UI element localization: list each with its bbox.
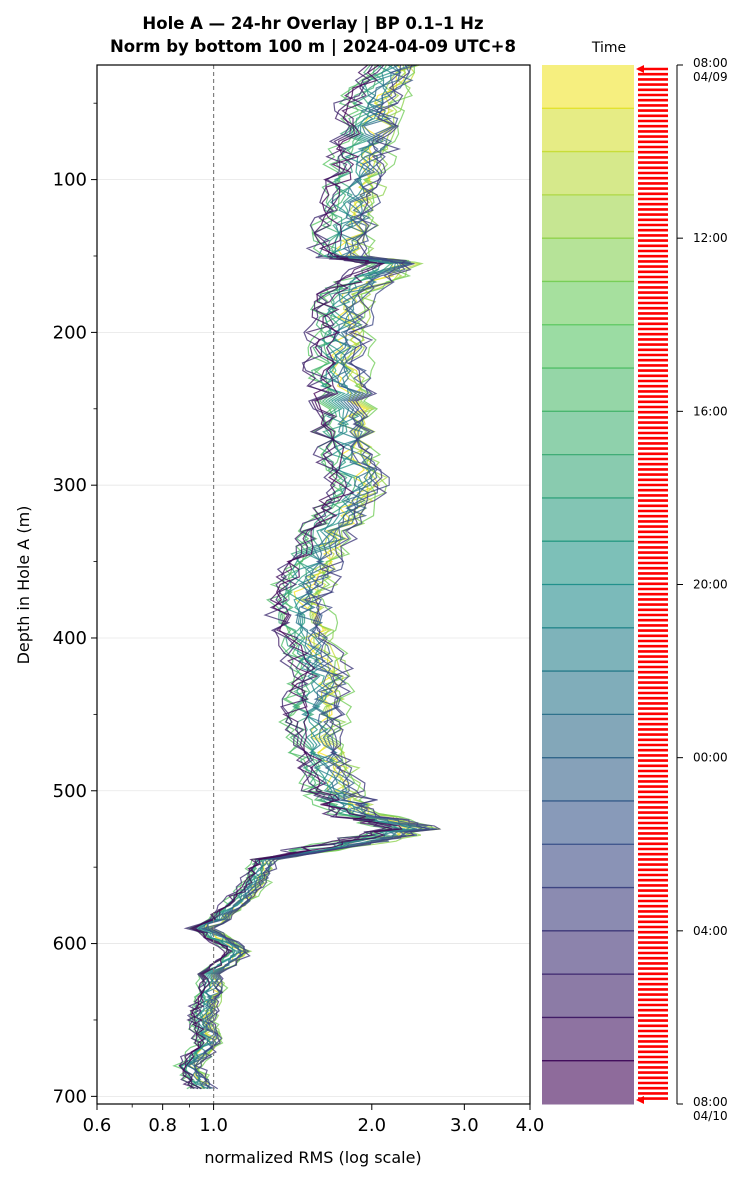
colorbar-tick-label: 04:00 [693,924,728,938]
y-tick-label: 400 [53,628,87,649]
profile-curve [182,64,403,1090]
x-tick-label: 3.0 [450,1115,479,1136]
y-axis-label: Depth in Hole A (m) [14,506,33,665]
colorbar-band [542,1017,634,1062]
x-tick-label: 0.6 [83,1115,112,1136]
colorbar-band [542,1060,634,1105]
colorbar-band [542,584,634,629]
x-tick-label: 2.0 [357,1115,386,1136]
colorbar-band [542,844,634,889]
colorbar-tick-label: 08:00 04/09 [693,56,728,84]
colorbar-band [542,454,634,499]
grid-lines [97,179,530,1097]
colorbar-tick-label: 00:00 [693,751,728,765]
y-axis: 100 200 300 400 500 600 700 [53,102,97,1107]
colorbar-tick-label: 12:00 [693,231,728,245]
colorbar-band [542,324,634,369]
time-marker-arrow [636,65,644,73]
chart-title-line-1: Hole A — 24-hr Overlay | BP 0.1–1 Hz [142,14,483,34]
time-marker-arrow [636,1096,644,1104]
colorbar-tick-label: 20:00 [693,578,728,592]
colorbar-band [542,238,634,282]
colorbar-band [542,930,634,975]
colorbar-tick-label: 16:00 [693,404,728,418]
colorbar-tick-label: 08:00 04/10 [693,1095,728,1123]
colorbar-title: Time [591,40,626,56]
x-tick-label: 4.0 [516,1115,545,1136]
colorbar-band [542,671,634,715]
profile-curve [194,64,442,1090]
y-tick-label: 700 [53,1086,87,1107]
time-markers [636,65,668,1104]
profile-curve [187,64,418,1089]
colorbar-band [542,541,634,585]
colorbar [542,65,634,1105]
colorbar-band [542,757,634,802]
colorbar-band [542,368,634,412]
colorbar-band [542,497,634,542]
colorbar-axis: 08:00 04/09 12:00 16:00 20:00 00:00 04:00 08:00… [676,56,728,1123]
plot-frame [96,64,531,1105]
y-tick-label: 100 [53,170,87,191]
colorbar-band [542,800,634,845]
colorbar-band [542,887,634,932]
x-tick-label: 1.0 [199,1115,228,1136]
colorbar-band [542,108,634,153]
chart-title-line-2: Norm by bottom 100 m | 2024-04-09 UTC+8 [110,37,516,57]
y-tick-label: 300 [53,475,87,496]
x-axis: 0.6 0.8 1.0 2.0 3.0 4.0 [83,1104,545,1136]
profile-curve [194,64,430,1090]
colorbar-band [542,627,634,672]
x-tick-label: 0.8 [148,1115,177,1136]
colorbar-band [542,194,634,239]
profile-curves [172,64,442,1090]
colorbar-band [542,714,634,759]
colorbar-band [542,974,634,1018]
x-axis-label: normalized RMS (log scale) [204,1148,421,1167]
y-tick-label: 600 [53,934,87,955]
colorbar-band [542,411,634,456]
colorbar-band [542,281,634,326]
y-tick-label: 200 [53,322,87,343]
colorbar-band [542,151,634,196]
colorbar-band [542,65,634,109]
y-tick-label: 500 [53,781,87,802]
